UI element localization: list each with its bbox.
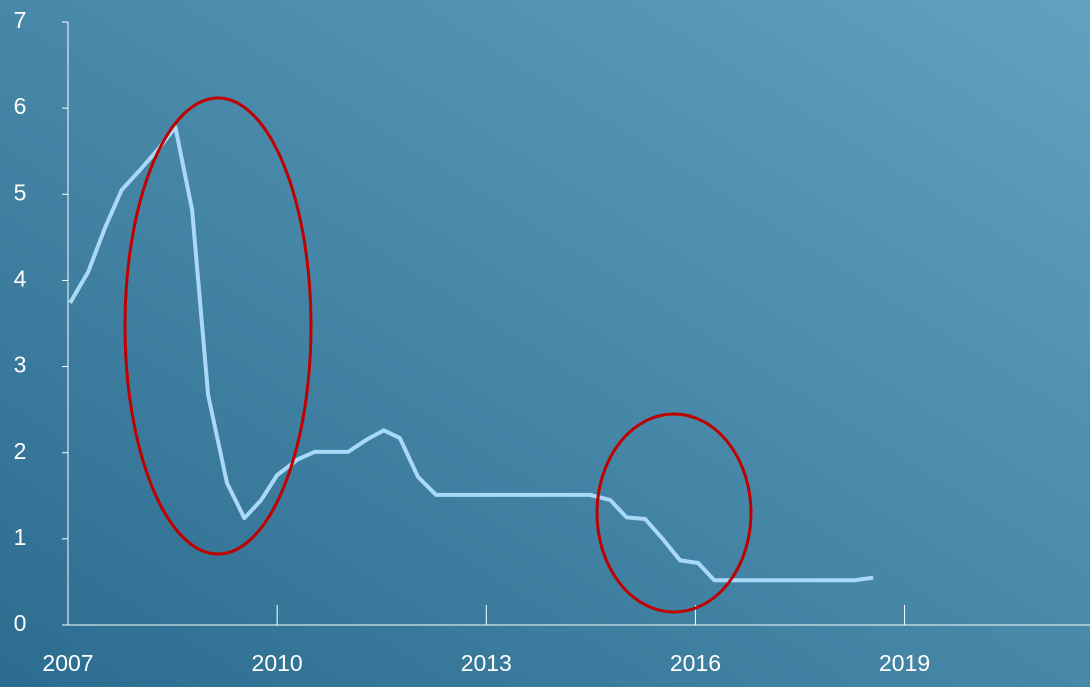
y-tick-label: 4 (14, 266, 27, 292)
y-tick-label: 5 (14, 179, 27, 205)
x-tick-label: 2007 (42, 650, 93, 676)
highlight-ellipse (123, 96, 313, 556)
x-tick-label: 2016 (670, 650, 721, 676)
y-tick-label: 0 (14, 610, 27, 636)
x-tick-label: 2010 (252, 650, 303, 676)
x-tick-label: 2019 (879, 650, 930, 676)
y-tick-label: 2 (14, 438, 27, 464)
y-tick-label: 1 (14, 524, 27, 550)
y-tick-label: 3 (14, 352, 27, 378)
highlight-ellipse (595, 412, 753, 614)
y-tick-label: 7 (14, 7, 27, 33)
y-tick-label: 6 (14, 93, 27, 119)
plot: 0 1 2 3 4 5 6 7 2007 2010 2013 2016 2019 (14, 7, 931, 676)
x-tick-label: 2013 (461, 650, 512, 676)
